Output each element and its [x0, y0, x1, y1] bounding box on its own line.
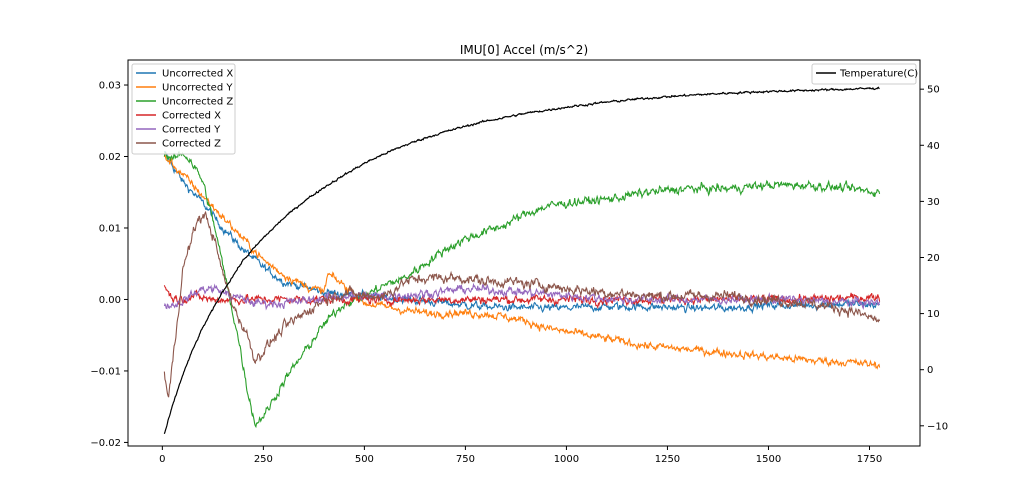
x-axis: 0 250 500 750 1000 1250 1500 1750: [159, 446, 882, 465]
y-tick-label: 0.02: [99, 152, 121, 163]
series-line-corrected-y: [163, 282, 881, 311]
legend-label: Uncorrected Y: [162, 83, 233, 94]
legend-label: Corrected Z: [162, 139, 221, 150]
series-line-corrected-z: [163, 210, 881, 398]
x-tick-label: 1750: [857, 454, 882, 465]
x-tick-label: 1250: [655, 454, 680, 465]
y-tick-label: 0.01: [99, 223, 121, 234]
series-line-uncorrected-y: [163, 154, 881, 370]
y2-tick-label: 40: [927, 141, 940, 152]
legend-right-box: [811, 63, 917, 85]
y2-tick-label: 20: [927, 253, 940, 264]
x-tick-label: 250: [254, 454, 273, 465]
legend-label: Uncorrected X: [162, 69, 233, 80]
x-tick-label: 500: [355, 454, 374, 465]
y-tick-label: 0.00: [99, 295, 121, 306]
series-layer: [163, 86, 881, 435]
x-tick-label: 750: [456, 454, 475, 465]
y2-tick-label: 50: [927, 85, 940, 96]
legend-label: Corrected Y: [162, 125, 221, 136]
series-line-uncorrected-z: [163, 150, 881, 429]
series-line-uncorrected-x: [164, 150, 880, 315]
series-line-temperature-c: [163, 86, 880, 435]
y-axis-right: −10 0 10 20 30 40 50: [920, 85, 948, 432]
y2-tick-label: −10: [927, 421, 948, 432]
legend-left: Uncorrected X Uncorrected Y Uncorrected Z C…: [131, 63, 236, 155]
y-tick-label: −0.02: [90, 438, 121, 449]
legend-label: Corrected X: [162, 111, 221, 122]
chart-title: IMU[0] Accel (m/s^2): [460, 43, 588, 57]
y-tick-label: −0.01: [90, 366, 121, 377]
legend-label: Uncorrected Z: [162, 97, 233, 108]
legend-left-box: [131, 63, 236, 155]
y2-tick-label: 30: [927, 197, 940, 208]
x-tick-label: 1000: [554, 454, 579, 465]
legend-right: Temperature(C): [811, 63, 918, 85]
plot-area: [128, 60, 920, 446]
y2-tick-label: 0: [927, 365, 933, 376]
x-tick-label: 1500: [756, 454, 781, 465]
axes-frame: [127, 59, 921, 447]
y-axis-left: −0.02 −0.01 0.00 0.01 0.02 0.03: [90, 81, 128, 449]
y2-tick-label: 10: [927, 309, 940, 320]
y-tick-label: 0.03: [99, 81, 121, 92]
x-tick-label: 0: [159, 454, 165, 465]
legend-label: Temperature(C): [839, 69, 918, 80]
